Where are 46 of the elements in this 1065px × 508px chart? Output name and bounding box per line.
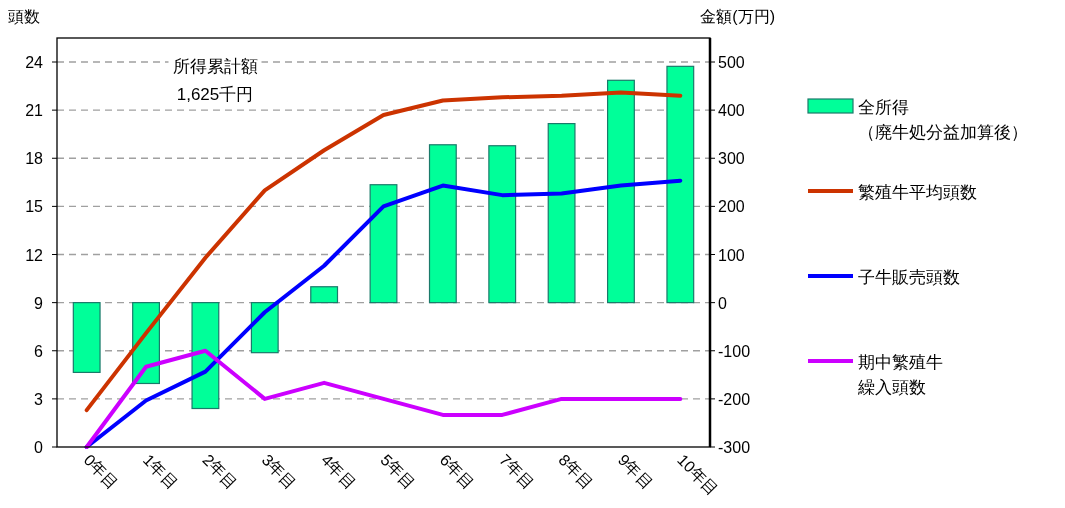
y-tick-label: 24 [25, 54, 44, 71]
y-tick-label: 6 [34, 342, 44, 360]
bar [250, 302, 279, 354]
y-tick-label: 12 [25, 246, 44, 264]
y-tick-label: 21 [25, 102, 44, 120]
x-tick-label: 1年目 [139, 451, 181, 493]
legend-label: 子牛販売頭数 [858, 268, 960, 287]
x-tick-label: 4年目 [318, 451, 359, 493]
bar [72, 302, 101, 374]
y2-tick-label: -100 [718, 342, 751, 360]
x-tick-label: 9年目 [614, 451, 656, 493]
y2-axis-title: 金額(万円) [700, 8, 775, 25]
y-tick-label: 3 [34, 390, 44, 408]
bar [666, 65, 695, 304]
bar [191, 302, 220, 410]
y2-tick-label: 200 [718, 198, 745, 216]
bar [488, 145, 517, 304]
bar [607, 79, 635, 304]
x-tick-label: 8年目 [555, 451, 597, 493]
legend-label: 全所得（廃牛処分益加算後） [858, 98, 1028, 142]
x-tick-label: 2年目 [199, 451, 241, 493]
y2-tick-label: 500 [718, 54, 745, 71]
y-tick-label: 9 [34, 294, 44, 312]
y-tick-label: 15 [25, 198, 44, 216]
y2-tick-label: 100 [718, 246, 745, 264]
y2-tick-label: 300 [718, 150, 745, 168]
x-tick-label: 3年目 [258, 451, 300, 493]
legend-label: 繁殖牛平均頭数 [858, 183, 977, 202]
bar [310, 286, 339, 304]
y2-tick-label: 400 [718, 102, 745, 120]
y-axis-title: 頭数 [8, 8, 40, 25]
x-tick-label: 0年目 [80, 451, 122, 493]
y2-tick-label: -200 [718, 390, 751, 408]
line-series [84, 348, 683, 449]
x-tick-label: 7年目 [496, 451, 538, 493]
annotation: 1,625千円 [176, 85, 254, 104]
y-tick-label: 0 [34, 439, 44, 456]
x-tick-label: 6年目 [436, 451, 478, 493]
bar [547, 123, 576, 304]
y2-tick-label: 0 [718, 294, 727, 312]
y-tick-label: 18 [25, 150, 44, 168]
bar [369, 184, 398, 304]
x-tick-label: 5年目 [377, 451, 419, 493]
annotation: 所得累計額 [172, 57, 258, 76]
bar [428, 144, 457, 304]
legend-label: 期中繁殖牛繰入頭数 [857, 353, 943, 397]
